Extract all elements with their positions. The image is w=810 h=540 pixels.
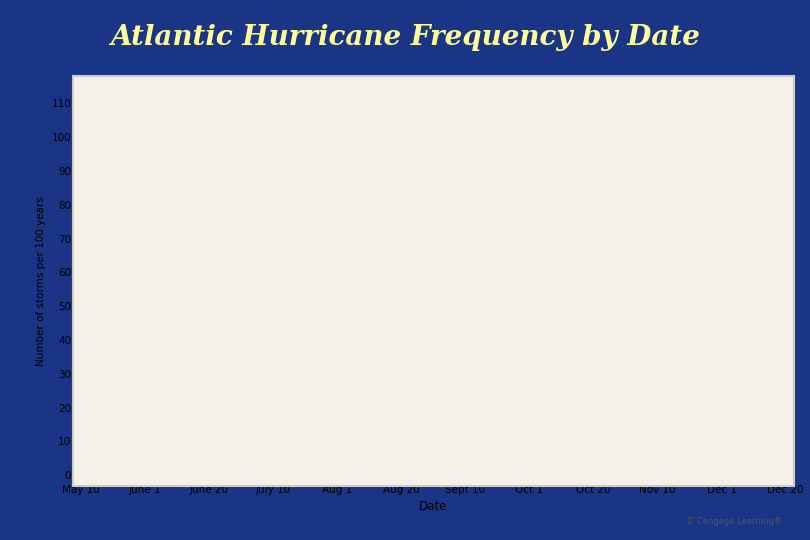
- Text: Atlantic Hurricane Frequency by Date: Atlantic Hurricane Frequency by Date: [110, 24, 700, 51]
- X-axis label: Date: Date: [419, 501, 448, 514]
- Text: Hurricanes: Hurricanes: [538, 359, 690, 436]
- Y-axis label: Number of storms per 100 years: Number of storms per 100 years: [36, 196, 46, 366]
- Text: © Cengage Learning®: © Cengage Learning®: [685, 517, 782, 526]
- Text: Hurricanes
and
tropical storms: Hurricanes and tropical storms: [259, 181, 417, 254]
